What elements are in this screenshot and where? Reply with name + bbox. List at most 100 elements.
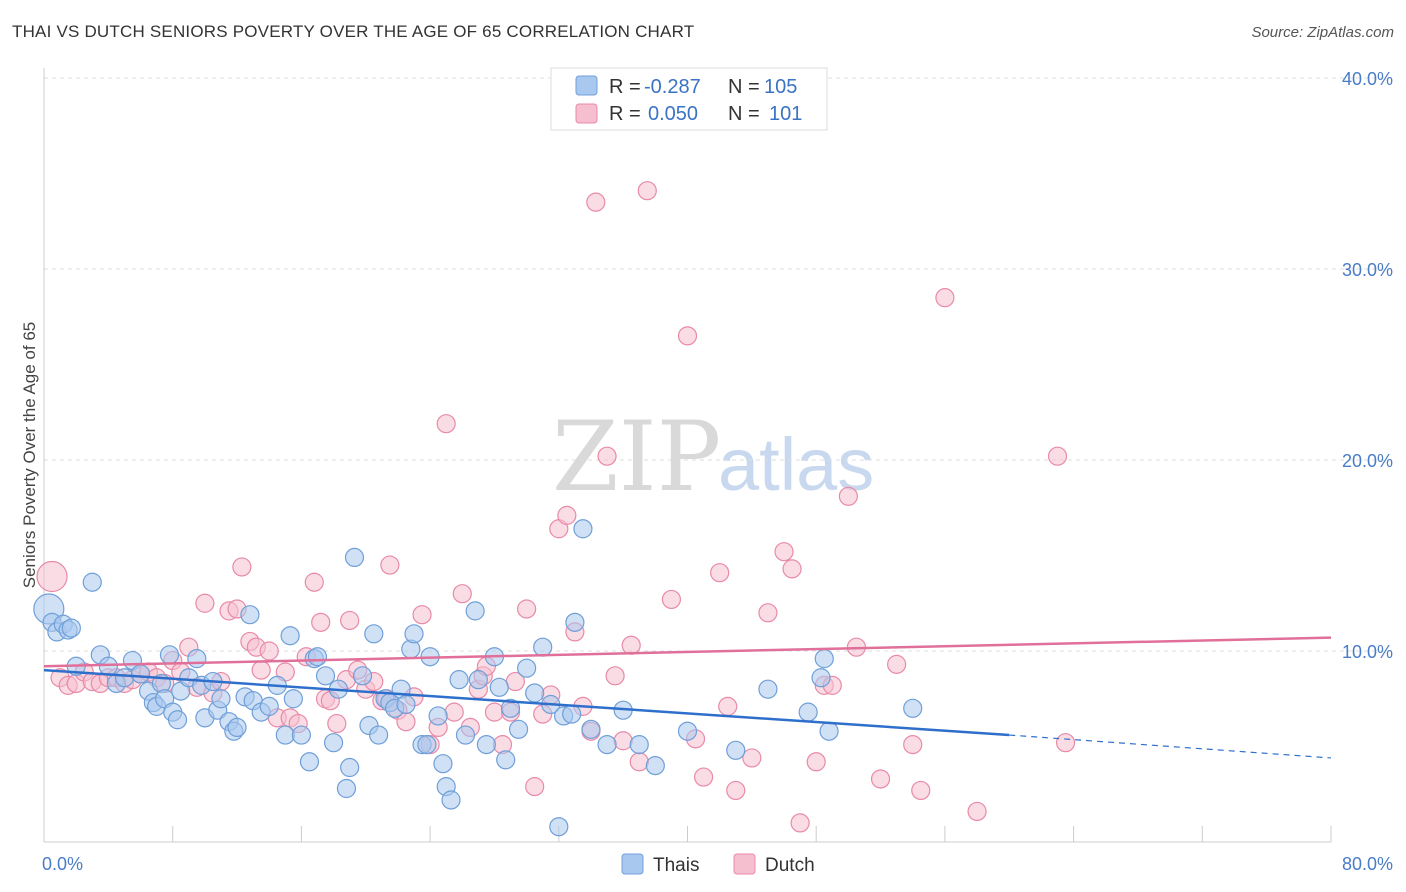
dutch-point bbox=[629, 752, 649, 772]
thais-point bbox=[98, 656, 118, 676]
dutch-point bbox=[613, 731, 633, 751]
dutch-point bbox=[557, 505, 577, 525]
dutch-point bbox=[758, 603, 778, 623]
thais-point bbox=[259, 696, 279, 716]
thais-point bbox=[517, 658, 537, 678]
thais-point bbox=[581, 719, 601, 739]
legend-dutch-n-value: 101 bbox=[769, 103, 802, 125]
thais-point bbox=[352, 666, 373, 686]
thais-point bbox=[340, 757, 360, 778]
correlation-legend: R = -0.287 N = 105 R = 0.050 N = 101 bbox=[550, 67, 828, 131]
thais-point bbox=[61, 618, 81, 638]
thais-point bbox=[677, 721, 698, 741]
thais-point bbox=[299, 752, 320, 772]
bottom-legend-thais: Thais bbox=[653, 855, 699, 876]
legend-thais-r-label: R = bbox=[609, 76, 641, 98]
thais-point bbox=[573, 519, 593, 539]
thais-point bbox=[369, 725, 389, 745]
dutch-point bbox=[935, 288, 955, 308]
legend-swatch-dutch bbox=[575, 103, 598, 124]
thais-point bbox=[645, 755, 665, 776]
bottom-legend-swatch-thais bbox=[621, 853, 644, 875]
thais-point bbox=[396, 694, 416, 715]
dutch-point bbox=[525, 777, 545, 797]
legend-swatch-thais bbox=[575, 75, 598, 96]
dutch-point bbox=[36, 560, 68, 593]
thais-point bbox=[489, 677, 509, 697]
thais-point bbox=[130, 664, 151, 684]
thais-point bbox=[211, 689, 231, 709]
dutch-point bbox=[870, 769, 891, 789]
watermark-zip: ZIP bbox=[552, 401, 721, 513]
thais-point bbox=[565, 612, 585, 632]
thais-point bbox=[465, 601, 485, 621]
dutch-point bbox=[444, 702, 464, 722]
dutch-point bbox=[311, 612, 331, 632]
dutch-point bbox=[677, 326, 698, 346]
thais-point bbox=[476, 734, 497, 755]
thais-point bbox=[629, 734, 649, 755]
x-tick-label: 80.0% bbox=[1342, 854, 1393, 874]
dutch-point bbox=[718, 696, 738, 716]
thais-point bbox=[344, 547, 365, 568]
dutch-point bbox=[774, 542, 794, 562]
thais-point bbox=[159, 645, 180, 665]
dutch-point bbox=[1047, 446, 1068, 466]
tick-labels: 10.0% 20.0% 30.0% 40.0% 0.0% 80.0% bbox=[42, 69, 1393, 874]
thais-point bbox=[525, 683, 545, 703]
thais-point bbox=[726, 740, 746, 760]
thais-point bbox=[417, 734, 437, 755]
chart-title: THAI VS DUTCH SENIORS POVERTY OVER THE A… bbox=[12, 22, 695, 41]
thais-point bbox=[819, 721, 839, 741]
thais-point bbox=[562, 704, 582, 724]
dutch-point bbox=[484, 702, 505, 722]
thais-point bbox=[508, 719, 529, 739]
legend-dutch-n-label: N = bbox=[728, 103, 760, 125]
thais-point bbox=[549, 817, 569, 837]
thais-point bbox=[280, 626, 300, 646]
thais-point bbox=[364, 624, 384, 644]
dutch-point bbox=[693, 767, 714, 787]
x-tick-label: 0.0% bbox=[42, 854, 83, 874]
series-legend: Thais Dutch bbox=[621, 853, 815, 876]
thais-point bbox=[227, 717, 247, 738]
thais-trend-line-dashed bbox=[1009, 734, 1332, 759]
dutch-point bbox=[661, 589, 682, 610]
thais-point bbox=[500, 698, 521, 718]
dutch-point bbox=[412, 605, 432, 625]
dutch-point bbox=[327, 713, 347, 734]
dutch-point bbox=[304, 572, 324, 592]
thais-point bbox=[533, 637, 553, 657]
thais-point bbox=[468, 670, 488, 690]
dutch-trend-line bbox=[43, 636, 1332, 668]
dutch-point bbox=[1055, 733, 1076, 753]
dutch-point bbox=[605, 666, 625, 686]
y-axis-label: Seniors Poverty Over the Age of 65 bbox=[20, 322, 39, 588]
thais-point bbox=[167, 710, 188, 730]
dutch-point bbox=[621, 635, 641, 655]
thais-point bbox=[798, 702, 818, 722]
thais-point bbox=[283, 689, 303, 709]
dutch-point bbox=[726, 780, 746, 801]
dutch-point bbox=[436, 414, 456, 434]
dutch-point bbox=[452, 584, 472, 604]
thais-point bbox=[315, 666, 336, 686]
dutch-point bbox=[637, 181, 657, 201]
thais-point bbox=[433, 754, 453, 774]
legend-thais-n-label: N = bbox=[728, 76, 760, 98]
thais-point bbox=[323, 733, 344, 753]
dutch-point bbox=[597, 446, 617, 466]
y-tick-label: 40.0% bbox=[1342, 69, 1393, 89]
thais-point bbox=[404, 624, 424, 644]
thais-point bbox=[455, 725, 476, 745]
thais-point bbox=[82, 572, 102, 592]
dutch-point bbox=[380, 555, 400, 575]
thais-trend-line bbox=[43, 668, 1010, 737]
thais-point bbox=[496, 750, 516, 770]
thais-point bbox=[449, 670, 469, 690]
dutch-point bbox=[517, 599, 537, 619]
dutch-point bbox=[967, 801, 987, 822]
thais-point bbox=[814, 649, 834, 669]
thais-point bbox=[240, 605, 260, 625]
